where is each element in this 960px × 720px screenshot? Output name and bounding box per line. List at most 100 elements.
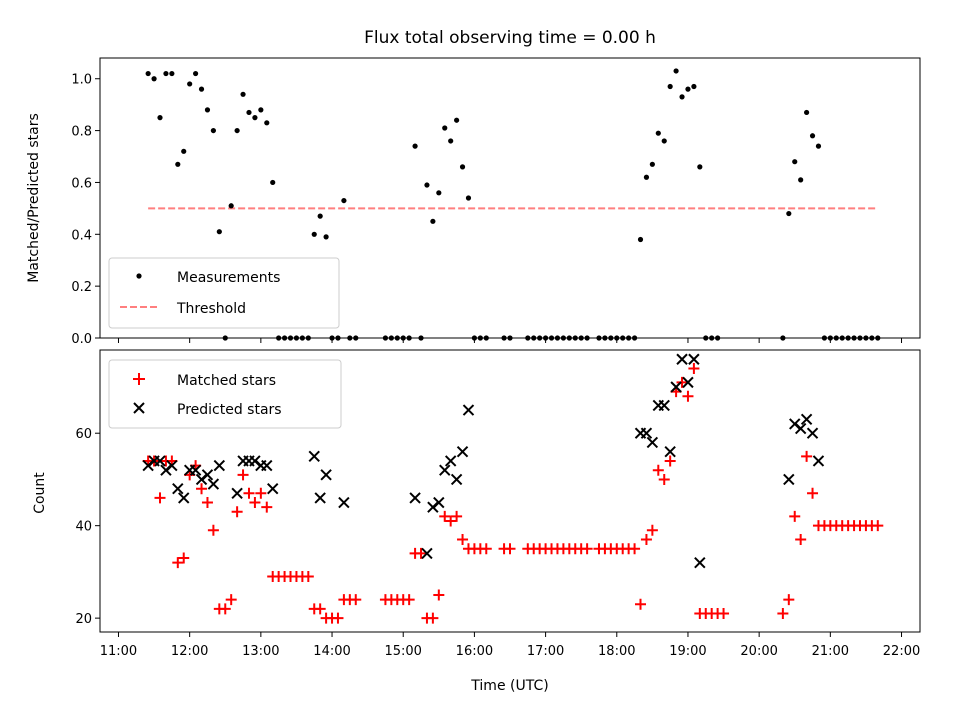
measurement-point [210,127,216,134]
predicted-star-point [676,353,688,365]
matched-star-point [243,487,255,499]
matched-star-point [445,515,457,527]
measurement-point [786,210,792,217]
predicted-star-point [314,492,326,504]
measurement-point [649,161,655,167]
top-panel-title: Flux total observing time = 0.00 h [364,28,656,48]
matched-star-point [457,534,469,546]
measurement-point [454,117,460,123]
y-tick-label: 0.4 [71,228,92,243]
measurement-point [240,91,246,97]
measurement-point [459,164,466,170]
bottom-panel-ylabel: Count [32,472,48,514]
matched-star-point [415,547,427,559]
y-tick-label: 0.2 [71,280,92,295]
measurement-point [216,229,222,235]
measurement-point [412,143,418,149]
measurement-point [448,138,454,144]
matched-star-point [201,497,213,509]
y-tick-label: 20 [75,612,92,627]
predicted-star-point [189,464,202,476]
matched-star-point [480,543,492,555]
predicted-star-point [794,422,807,435]
measurement-point [145,70,151,77]
measurement-point [323,234,329,240]
predicted-star-point [433,496,445,509]
matched-star-point [350,594,362,606]
matched-star-point [646,524,658,536]
measurement-point [436,190,442,196]
measurement-point [792,159,798,165]
matched-star-point [237,469,249,481]
measurement-point [252,115,258,121]
measurement-point [815,143,822,149]
predicted-star-point [462,404,475,416]
top-panel-data [145,68,881,341]
y-tick-label: 0.8 [71,125,92,140]
matched-star-point [795,534,807,546]
matched-star-point [403,594,415,606]
measurements-legend-label: Measurements [177,270,280,286]
matched-star-point [658,473,670,485]
predicted-star-point [694,556,706,569]
matched-star-point [231,506,243,518]
matched-star-point [172,557,184,569]
measurement-point [246,109,252,116]
predicted-star-point [456,445,469,458]
predicted-star-point [320,469,332,481]
matched-star-point [629,543,641,555]
measurement-point [234,127,240,134]
measurement-point [804,109,810,116]
predicted-star-point [444,455,457,467]
matched-star-point [219,603,231,615]
measurement-point [685,86,691,92]
y-tick-label: 40 [75,520,92,535]
measurement-point [228,203,234,209]
predicted-star-point [409,492,421,504]
top-panel-legend: Measurements Threshold [108,257,340,329]
top-panel-frame [99,57,921,339]
measurement-point [317,213,323,219]
measurement-point [169,70,175,77]
measurement-point [424,182,430,188]
matched-star-point [261,501,273,513]
matched-star-point [682,390,694,402]
predicted-star-point [201,469,214,481]
top-panel-ylabel: Matched/Predicted stars [26,113,42,283]
bottom-panel-legend: Matched stars Predicted stars [108,359,342,429]
matched-star-point [676,376,688,388]
measurement-point [809,133,816,139]
x-tick-label: 20:00 [740,644,777,659]
x-tick-label: 11:00 [100,644,137,659]
predicted-star-point [439,464,451,476]
matched-star-point [255,487,267,499]
measurement-point [181,148,187,154]
measurement-point [157,115,163,121]
matched-star-point [225,594,237,606]
measurement-point [691,83,697,90]
predicted-star-point [783,473,795,486]
measurement-point [661,138,667,144]
predicted-legend-label: Predicted stars [177,402,282,418]
measurement-point [430,218,436,224]
matched-star-point [302,571,314,583]
threshold-legend-label: Threshold [176,301,246,317]
matched-legend-label: Matched stars [177,373,276,389]
matched-star-point [688,362,700,374]
predicted-star-point [338,496,350,509]
measurement-point [311,231,317,237]
matched-ratio-panel: 0.0 0.2 0.4 0.6 0.8 1.0 Matched/Predicted sta… [26,57,921,347]
x-tick-label: 12:00 [171,644,208,659]
matched-star-point [154,492,166,504]
matched-star-point [807,487,819,499]
matched-star-point [451,510,463,522]
measurement-point [163,70,169,77]
predicted-star-point [812,455,825,467]
x-tick-label: 21:00 [812,644,849,659]
predicted-star-point [806,427,819,439]
measurement-point [798,177,804,183]
x-tick-label: 22:00 [883,644,920,659]
measurement-point [465,195,472,201]
predicted-star-point [207,478,220,490]
